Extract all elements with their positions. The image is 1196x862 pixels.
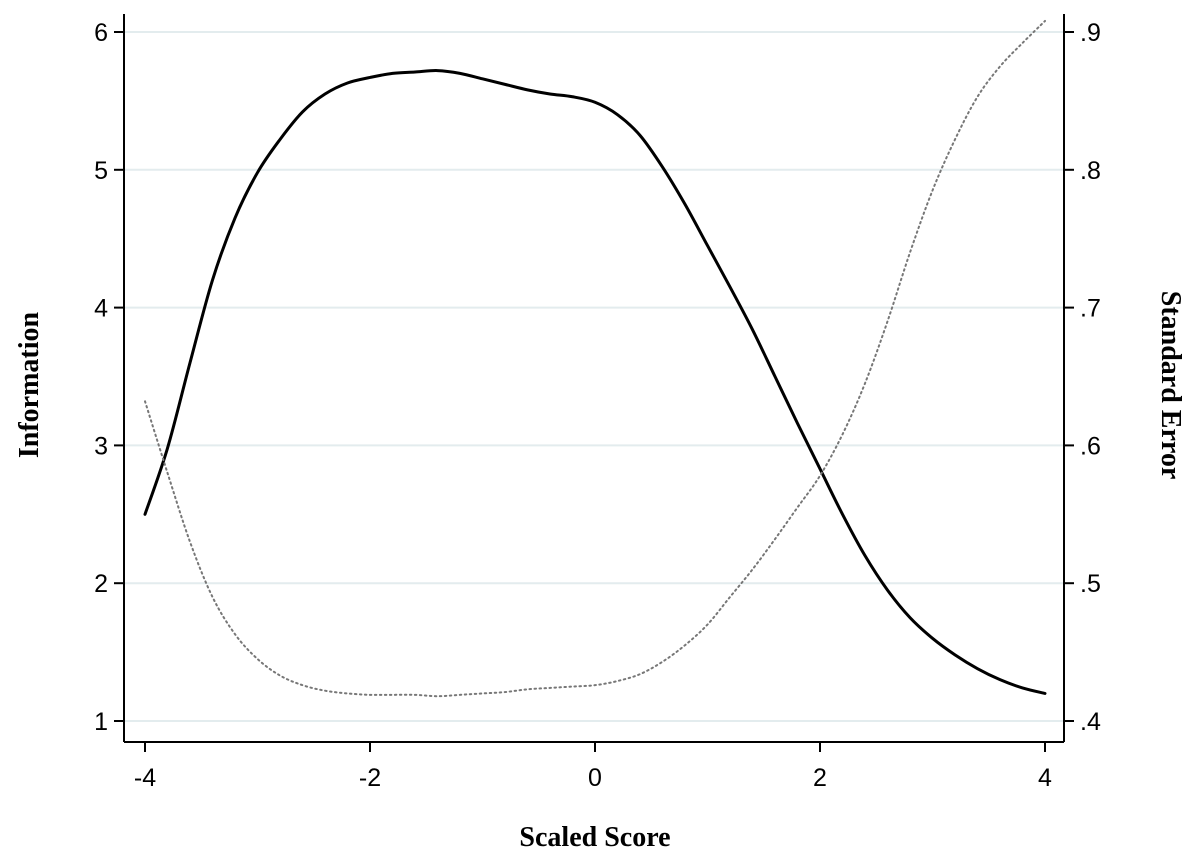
left-tick-label: 5 bbox=[94, 157, 108, 185]
standard-error-line bbox=[144, 19, 1046, 698]
right-tick-label: .8 bbox=[1080, 157, 1101, 185]
left-axis-title: Information bbox=[14, 311, 45, 458]
x-tick-label: 0 bbox=[588, 764, 602, 792]
information-line bbox=[143, 69, 1047, 695]
axes bbox=[123, 14, 1065, 743]
gridlines bbox=[124, 31, 1064, 722]
left-tick-label: 1 bbox=[94, 708, 108, 736]
right-tick-label: .7 bbox=[1080, 295, 1101, 323]
right-tick-label: .9 bbox=[1080, 19, 1101, 47]
left-tick-label: 3 bbox=[94, 432, 108, 460]
x-tick-label: 4 bbox=[1038, 764, 1052, 792]
x-tick-label: -4 bbox=[134, 764, 156, 792]
left-tick-label: 2 bbox=[94, 570, 108, 598]
x-axis-title: Scaled Score bbox=[519, 822, 670, 853]
tick-labels: 1 2 3 4 5 6 .4 .5 .6 .7 .8 .9 -4 -2 0 2 4 bbox=[94, 19, 1101, 792]
right-tick-label: .5 bbox=[1080, 570, 1101, 598]
left-tick-label: 6 bbox=[94, 19, 108, 47]
right-tick-label: .6 bbox=[1080, 432, 1101, 460]
x-tick-label: -2 bbox=[359, 764, 381, 792]
right-axis-title: Standard Error bbox=[1155, 291, 1186, 480]
series-lines bbox=[143, 19, 1047, 698]
right-tick-label: .4 bbox=[1080, 708, 1101, 736]
left-tick-label: 4 bbox=[94, 295, 108, 323]
x-tick-label: 2 bbox=[813, 764, 827, 792]
